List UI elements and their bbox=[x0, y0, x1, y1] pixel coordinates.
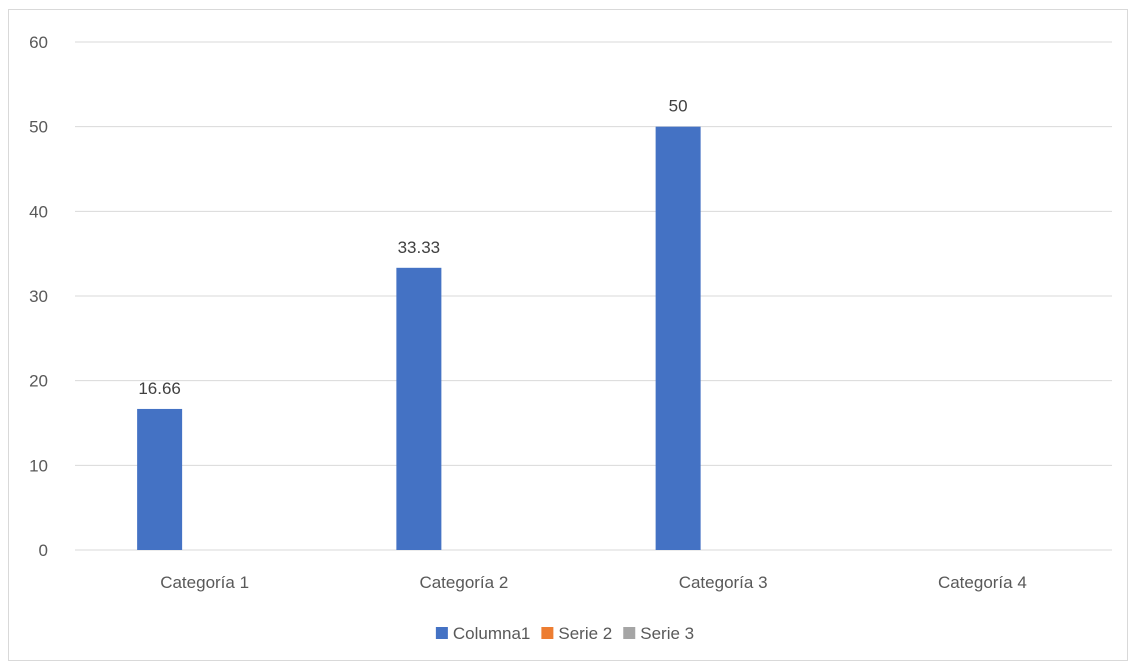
legend-swatch bbox=[435, 627, 448, 639]
legend-item-serie-2: Serie 2 bbox=[541, 624, 612, 643]
bars bbox=[137, 126, 701, 551]
data-label: 16.66 bbox=[138, 379, 181, 398]
y-tick-label: 50 bbox=[29, 118, 48, 137]
y-tick-label: 20 bbox=[29, 372, 48, 391]
bar-columna1-2 bbox=[396, 267, 442, 550]
legend-item-serie-3: Serie 3 bbox=[623, 624, 694, 643]
x-axis-tick-labels: Categoría 1 Categoría 2 Categoría 3 Categor… bbox=[160, 573, 1027, 592]
y-tick-label: 10 bbox=[29, 456, 48, 475]
legend-label: Serie 3 bbox=[640, 624, 694, 643]
gridlines bbox=[75, 41, 1112, 551]
legend: Columna1 Serie 2 Serie 3 bbox=[435, 624, 694, 643]
legend-label: Serie 2 bbox=[558, 624, 612, 643]
legend-label: Columna1 bbox=[453, 624, 531, 643]
legend-swatch bbox=[623, 627, 636, 639]
y-tick-label: 60 bbox=[29, 33, 48, 52]
x-tick-label: Categoría 3 bbox=[679, 573, 768, 592]
chart-frame bbox=[8, 9, 1128, 661]
x-tick-label: Categoría 4 bbox=[938, 573, 1027, 592]
bar-columna1-1 bbox=[137, 408, 183, 550]
legend-swatch bbox=[541, 627, 554, 639]
y-tick-label: 40 bbox=[29, 202, 48, 221]
bar-columna1-3 bbox=[655, 126, 701, 551]
y-axis-tick-labels: 0 10 20 30 40 50 60 bbox=[29, 33, 48, 560]
y-tick-label: 0 bbox=[39, 541, 48, 560]
x-tick-label: Categoría 2 bbox=[419, 573, 508, 592]
y-tick-label: 30 bbox=[29, 287, 48, 306]
x-tick-label: Categoría 1 bbox=[160, 573, 249, 592]
data-label: 33.33 bbox=[398, 238, 441, 257]
data-labels: 16.66 33.33 50 bbox=[138, 97, 687, 398]
legend-item-columna1: Columna1 bbox=[435, 624, 531, 643]
data-label: 50 bbox=[669, 97, 688, 116]
